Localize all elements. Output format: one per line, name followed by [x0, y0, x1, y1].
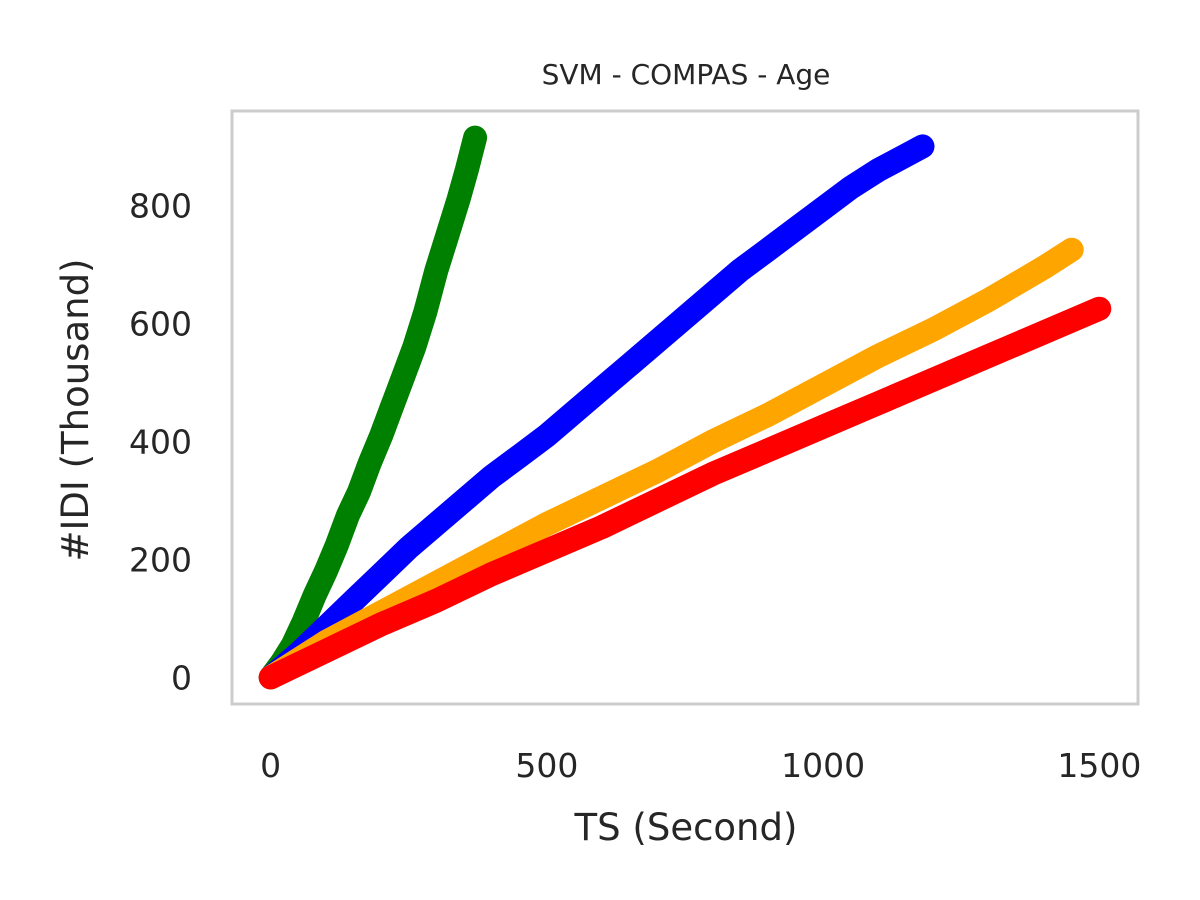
series-line-3	[258, 296, 1112, 690]
y-tick-label: 0	[171, 658, 192, 697]
y-tick-label: 200	[129, 540, 192, 579]
y-tick-label: 600	[129, 304, 192, 343]
x-axis-ticks: 0 500 1000 1500	[260, 746, 1141, 785]
y-tick-label: 800	[129, 186, 192, 225]
chart-title: SVM - COMPAS - Age	[542, 58, 831, 91]
x-axis-label: TS (Second)	[574, 806, 798, 849]
series-layer	[258, 125, 1112, 690]
y-axis-label: #IDI (Thousand)	[54, 259, 97, 562]
x-tick-label: 1500	[1057, 746, 1141, 785]
plot-frame	[230, 109, 1140, 706]
x-tick-label: 500	[515, 746, 578, 785]
y-axis-ticks: 0 200 400 600 800	[129, 186, 192, 697]
series-line-0	[258, 125, 488, 690]
x-tick-label: 1000	[781, 746, 865, 785]
series-line-1	[258, 134, 935, 690]
x-tick-label: 0	[260, 746, 281, 785]
series-line-2	[258, 237, 1084, 690]
y-tick-label: 400	[129, 422, 192, 461]
